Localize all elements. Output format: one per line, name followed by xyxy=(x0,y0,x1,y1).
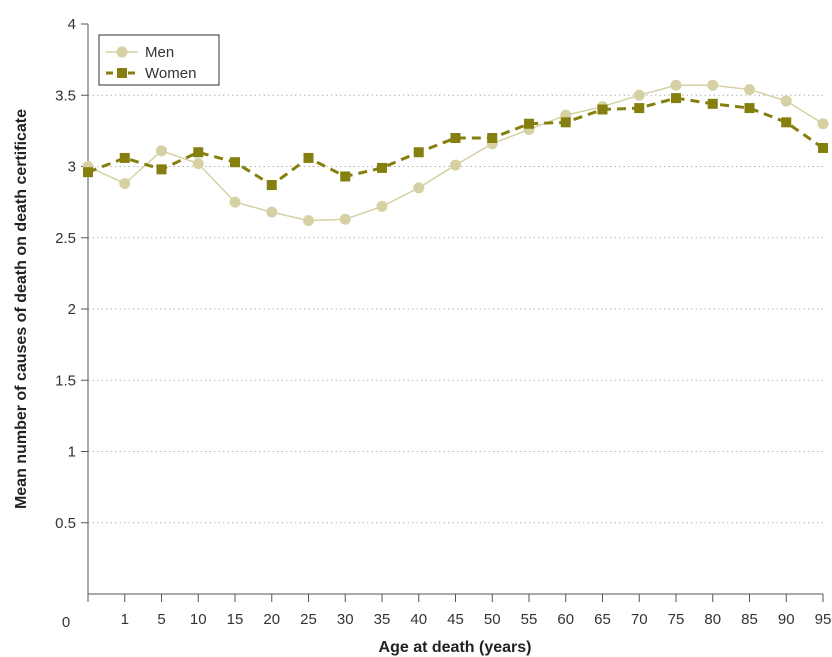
point-men-3 xyxy=(192,158,204,170)
point-men-6 xyxy=(303,215,314,227)
x-tick-label-85: 85 xyxy=(741,611,758,628)
x-tick-label-55: 55 xyxy=(521,611,538,628)
x-tick-label-50: 50 xyxy=(484,611,501,628)
point-women-5 xyxy=(266,180,277,191)
point-men-1 xyxy=(119,178,131,190)
point-women-18 xyxy=(744,103,755,114)
point-women-11 xyxy=(487,133,498,143)
x-tick-label-10: 10 xyxy=(190,611,207,628)
y-tick-label-3: 2 xyxy=(68,301,76,318)
legend: Men Women xyxy=(98,34,220,86)
series-women xyxy=(83,93,828,191)
x-tick-label-35: 35 xyxy=(374,611,391,628)
y-axis-title: Mean number of causes of death on death … xyxy=(13,109,30,509)
point-women-7 xyxy=(340,171,351,182)
point-men-15 xyxy=(633,89,645,101)
point-women-10 xyxy=(450,133,461,143)
point-men-8 xyxy=(376,200,388,212)
y-zero-tick-label: 0 xyxy=(62,614,70,631)
point-women-13 xyxy=(560,117,571,128)
point-women-6 xyxy=(303,152,314,163)
point-men-10 xyxy=(450,159,461,171)
point-men-17 xyxy=(707,79,719,91)
x-tick-label-30: 30 xyxy=(337,611,354,628)
series-group xyxy=(82,79,829,227)
x-tick-label-95: 95 xyxy=(815,611,832,628)
legend-label-men: Men xyxy=(145,44,174,61)
y-axis-ticks: 0.5 1 1.5 2 2.5 3 3.5 4 xyxy=(55,16,88,532)
x-axis-ticks: 1 5 10 15 20 25 30 35 40 45 50 55 60 65 70 75 80 85 90 95 xyxy=(87,594,832,628)
y-tick-label-1: 1 xyxy=(68,444,76,461)
point-women-14 xyxy=(597,104,608,115)
point-men-16 xyxy=(670,79,682,91)
y-tick-label-4: 2.5 xyxy=(55,230,76,247)
axes xyxy=(87,24,823,595)
legend-marker-men xyxy=(116,46,128,58)
y-tick-label-7: 4 xyxy=(68,16,76,33)
point-men-7 xyxy=(339,213,351,225)
x-tick-label-20: 20 xyxy=(263,611,280,628)
x-tick-label-65: 65 xyxy=(594,611,611,628)
point-women-4 xyxy=(230,157,240,168)
x-tick-label-1: 1 xyxy=(121,611,129,628)
point-men-19 xyxy=(780,95,792,107)
point-women-2 xyxy=(156,164,167,175)
x-tick-label-15: 15 xyxy=(227,611,244,628)
x-tick-label-45: 45 xyxy=(447,611,464,628)
point-women-17 xyxy=(707,98,718,109)
y-tick-label-5: 3 xyxy=(68,159,76,176)
x-axis-title: Age at death (years) xyxy=(379,639,532,656)
point-women-19 xyxy=(781,117,792,128)
legend-marker-women xyxy=(117,68,127,78)
point-women-1 xyxy=(119,152,130,163)
point-men-18 xyxy=(744,84,755,96)
x-tick-label-40: 40 xyxy=(410,611,427,628)
point-women-16 xyxy=(671,93,681,104)
x-tick-label-60: 60 xyxy=(557,611,574,628)
point-men-5 xyxy=(266,206,278,218)
point-men-4 xyxy=(229,196,241,208)
y-tick-label-6: 3.5 xyxy=(55,87,76,104)
point-women-8 xyxy=(377,162,387,173)
point-women-15 xyxy=(634,103,645,114)
point-men-20 xyxy=(817,118,829,130)
point-women-12 xyxy=(524,118,534,129)
y-tick-label-0: 0.5 xyxy=(55,515,76,532)
y-tick-label-2: 1.5 xyxy=(55,372,76,389)
point-men-2 xyxy=(156,145,167,157)
x-tick-label-90: 90 xyxy=(778,611,795,628)
point-men-9 xyxy=(413,182,425,194)
x-tick-label-75: 75 xyxy=(668,611,685,628)
gridlines xyxy=(88,94,823,524)
point-women-20 xyxy=(818,142,828,153)
legend-label-women: Women xyxy=(145,65,196,82)
x-tick-label-70: 70 xyxy=(631,611,648,628)
x-tick-label-25: 25 xyxy=(300,611,317,628)
point-women-0 xyxy=(83,167,93,178)
point-women-3 xyxy=(193,147,204,158)
x-tick-label-5: 5 xyxy=(157,611,165,628)
x-tick-label-80: 80 xyxy=(704,611,721,628)
point-women-9 xyxy=(413,147,424,158)
